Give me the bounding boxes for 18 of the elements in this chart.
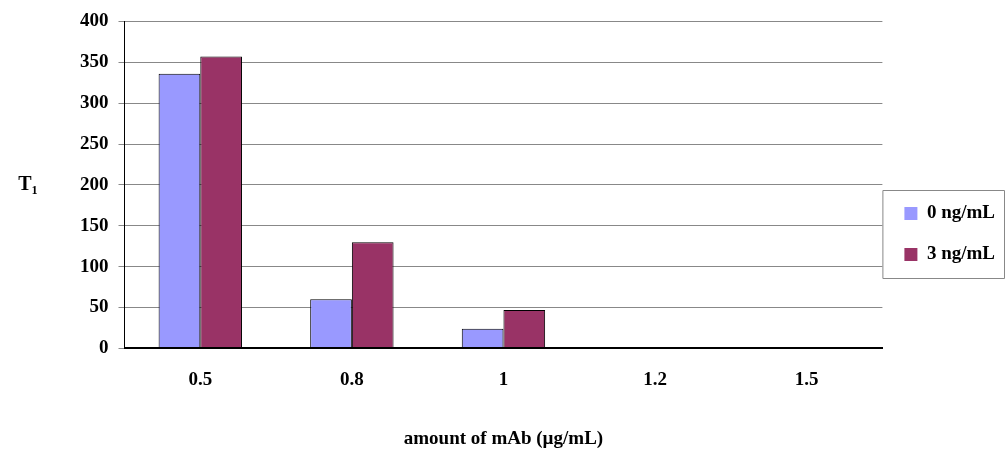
- y-tick-label: 0: [99, 336, 109, 358]
- x-tick-label: 1.2: [643, 367, 667, 389]
- y-tick-label: 300: [80, 91, 109, 113]
- x-tick-label: 1.5: [794, 367, 819, 389]
- x-axis-title: amount of mAb (µg/mL): [403, 426, 604, 449]
- y-axis-title: T₁: [18, 172, 38, 195]
- y-tick-label: 100: [80, 254, 109, 276]
- x-tick-label: 0.5: [188, 367, 213, 389]
- legend-label: 3 ng/mL: [926, 242, 996, 264]
- legend-label: 0 ng/mL: [926, 201, 996, 223]
- y-tick-label: 200: [80, 172, 109, 194]
- x-tick-label: 1: [498, 367, 509, 389]
- y-tick-label: 150: [80, 213, 109, 235]
- y-tick-label: 50: [89, 295, 109, 317]
- y-tick-label: 250: [80, 131, 109, 153]
- x-tick-label: 0.8: [340, 367, 364, 389]
- y-tick-label: 350: [80, 50, 109, 72]
- y-tick-label: 400: [80, 9, 109, 31]
